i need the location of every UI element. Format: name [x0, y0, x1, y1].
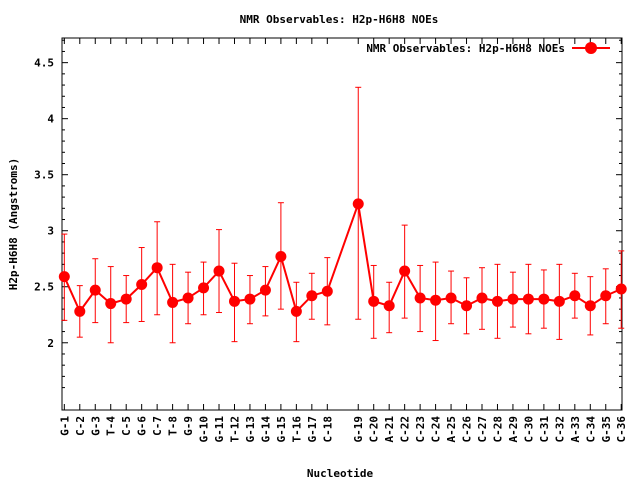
x-tick-label: G-35 — [600, 416, 613, 443]
y-axis: 2 2.5 3 3.5 4 4.5 — [34, 39, 622, 389]
x-tick-label: G-11 — [213, 416, 226, 443]
x-tick-label: C-18 — [321, 416, 334, 443]
data-point — [476, 292, 488, 304]
y-tick-label: 2.5 — [34, 281, 54, 294]
data-point — [244, 293, 256, 305]
x-tick-label: G-19 — [352, 416, 365, 443]
data-point — [275, 250, 287, 262]
x-tick-label: C-7 — [151, 416, 164, 436]
x-axis-label: Nucleotide — [307, 467, 374, 480]
data-point — [507, 293, 519, 305]
chart-title: NMR Observables: H2p-H6H8 NOEs — [240, 13, 439, 26]
data-point — [600, 290, 612, 302]
data-point — [321, 285, 333, 297]
data-point — [136, 279, 148, 291]
x-tick-label: G-6 — [136, 416, 149, 436]
y-tick-label: 3.5 — [34, 169, 54, 182]
x-tick-label: A-33 — [569, 416, 582, 443]
x-tick-label: G-14 — [259, 416, 272, 443]
y-tick-label: 2 — [47, 337, 54, 350]
y-tick-label: 3 — [47, 225, 54, 238]
x-tick-label: T-16 — [290, 416, 303, 443]
x-tick-label: C-23 — [414, 416, 427, 443]
x-tick-label: C-22 — [399, 416, 412, 443]
data-point — [198, 282, 210, 294]
x-tick-label: C-2 — [74, 416, 87, 436]
x-tick-label: A-21 — [383, 416, 396, 443]
data-point — [105, 298, 117, 310]
x-tick-label: C-31 — [538, 416, 551, 443]
x-tick-label: A-25 — [445, 416, 458, 443]
x-tick-label: C-36 — [615, 416, 628, 443]
x-tick-label: C-24 — [430, 416, 443, 443]
data-point — [491, 295, 503, 307]
error-bars — [61, 86, 625, 344]
x-tick-label: A-29 — [507, 416, 520, 443]
data-point — [167, 296, 179, 308]
data-point — [368, 295, 380, 307]
data-point — [306, 290, 318, 302]
x-tick-label: T-4 — [105, 416, 118, 436]
data-point — [522, 293, 534, 305]
x-tick-label: C-28 — [491, 416, 504, 443]
y-tick-label: 4.5 — [34, 57, 54, 70]
x-tick-label: G-9 — [182, 416, 195, 436]
x-tick-label: G-1 — [58, 416, 71, 436]
x-axis: G-1 C-2 G-3 T-4 C-5 G-6 C-7 T-8 G-9 G-10 G-11 T-12 G… — [58, 38, 628, 443]
y-axis-label: H2p-H6H8 (Angstroms) — [7, 158, 20, 290]
x-tick-label: C-30 — [522, 416, 535, 443]
data-point — [213, 265, 225, 277]
data-point — [58, 271, 70, 283]
data-point — [569, 290, 581, 302]
x-tick-label: C-5 — [120, 416, 133, 436]
data-point — [228, 295, 240, 307]
x-tick-label: T-12 — [228, 416, 241, 443]
data-point — [584, 300, 596, 312]
plot-frame — [61, 37, 623, 411]
data-point — [352, 198, 364, 210]
legend: NMR Observables: H2p-H6H8 NOEs — [366, 42, 610, 55]
data-point — [120, 293, 132, 305]
data-point — [74, 305, 86, 317]
x-tick-label: G-3 — [89, 416, 102, 436]
data-point — [553, 295, 565, 307]
data-point — [259, 284, 271, 296]
y-tick-label: 4 — [47, 113, 54, 126]
data-points — [58, 198, 627, 317]
data-point — [461, 300, 473, 312]
legend-marker — [585, 42, 597, 54]
data-point — [383, 300, 395, 312]
data-point — [151, 262, 163, 274]
x-tick-label: C-32 — [553, 416, 566, 443]
data-point — [89, 284, 101, 296]
legend-label: NMR Observables: H2p-H6H8 NOEs — [366, 42, 565, 55]
data-point — [182, 292, 194, 304]
data-point — [399, 265, 411, 277]
series-line — [63, 203, 622, 314]
x-tick-label: C-20 — [368, 416, 381, 443]
data-point — [430, 294, 442, 306]
data-point — [414, 292, 426, 304]
data-point — [290, 305, 302, 317]
x-tick-label: G-15 — [275, 416, 288, 443]
data-point — [615, 283, 627, 295]
x-tick-label: C-34 — [584, 416, 597, 443]
x-tick-label: T-8 — [167, 416, 180, 436]
data-point — [445, 292, 457, 304]
x-tick-label: G-13 — [244, 416, 257, 443]
x-tick-label: G-17 — [306, 416, 319, 443]
data-point — [538, 293, 550, 305]
x-tick-label: C-27 — [476, 416, 489, 443]
x-tick-label: C-26 — [461, 416, 474, 443]
x-tick-label: G-10 — [198, 416, 211, 443]
